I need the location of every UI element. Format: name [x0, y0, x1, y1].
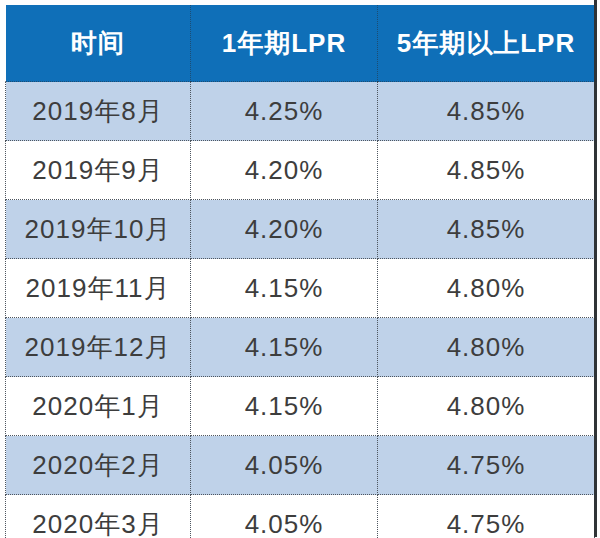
table-row: 2019年8月4.25%4.85%	[6, 82, 595, 141]
lpr-5y-plus-cell: 4.85%	[378, 82, 595, 141]
lpr-table-figure: 时间 1年期LPR 5年期以上LPR 2019年8月4.25%4.85%2019…	[0, 0, 600, 538]
table-body: 2019年8月4.25%4.85%2019年9月4.20%4.85%2019年1…	[6, 82, 595, 538]
table-row: 2019年12月4.15%4.80%	[6, 318, 595, 377]
lpr-5y-plus-cell: 4.80%	[378, 377, 595, 436]
table-row: 2020年1月4.15%4.80%	[6, 377, 595, 436]
screenshot-right-edge-line	[594, 0, 597, 537]
time-cell: 2019年9月	[6, 141, 191, 200]
column-header-1y-lpr: 1年期LPR	[191, 5, 378, 82]
header-row: 时间 1年期LPR 5年期以上LPR	[6, 5, 595, 82]
lpr-5y-plus-cell: 4.75%	[378, 436, 595, 495]
table-row: 2019年9月4.20%4.85%	[6, 141, 595, 200]
table-row: 2020年2月4.05%4.75%	[6, 436, 595, 495]
lpr-1y-cell: 4.20%	[191, 200, 378, 259]
lpr-1y-cell: 4.20%	[191, 141, 378, 200]
time-cell: 2020年3月	[6, 495, 191, 538]
time-cell: 2019年11月	[6, 259, 191, 318]
time-cell: 2019年12月	[6, 318, 191, 377]
table-row: 2019年10月4.20%4.85%	[6, 200, 595, 259]
lpr-1y-cell: 4.05%	[191, 495, 378, 538]
lpr-5y-plus-cell: 4.80%	[378, 318, 595, 377]
table-row: 2020年3月4.05%4.75%	[6, 495, 595, 538]
lpr-1y-cell: 4.25%	[191, 82, 378, 141]
lpr-5y-plus-cell: 4.85%	[378, 200, 595, 259]
lpr-1y-cell: 4.15%	[191, 377, 378, 436]
time-cell: 2019年8月	[6, 82, 191, 141]
lpr-5y-plus-cell: 4.85%	[378, 141, 595, 200]
time-cell: 2019年10月	[6, 200, 191, 259]
lpr-5y-plus-cell: 4.75%	[378, 495, 595, 538]
table-row: 2019年11月4.15%4.80%	[6, 259, 595, 318]
column-header-5y-plus-lpr: 5年期以上LPR	[378, 5, 595, 82]
lpr-1y-cell: 4.15%	[191, 259, 378, 318]
time-cell: 2020年2月	[6, 436, 191, 495]
lpr-rate-table: 时间 1年期LPR 5年期以上LPR 2019年8月4.25%4.85%2019…	[5, 5, 595, 538]
lpr-1y-cell: 4.15%	[191, 318, 378, 377]
time-cell: 2020年1月	[6, 377, 191, 436]
column-header-time: 时间	[6, 5, 191, 82]
lpr-1y-cell: 4.05%	[191, 436, 378, 495]
lpr-5y-plus-cell: 4.80%	[378, 259, 595, 318]
